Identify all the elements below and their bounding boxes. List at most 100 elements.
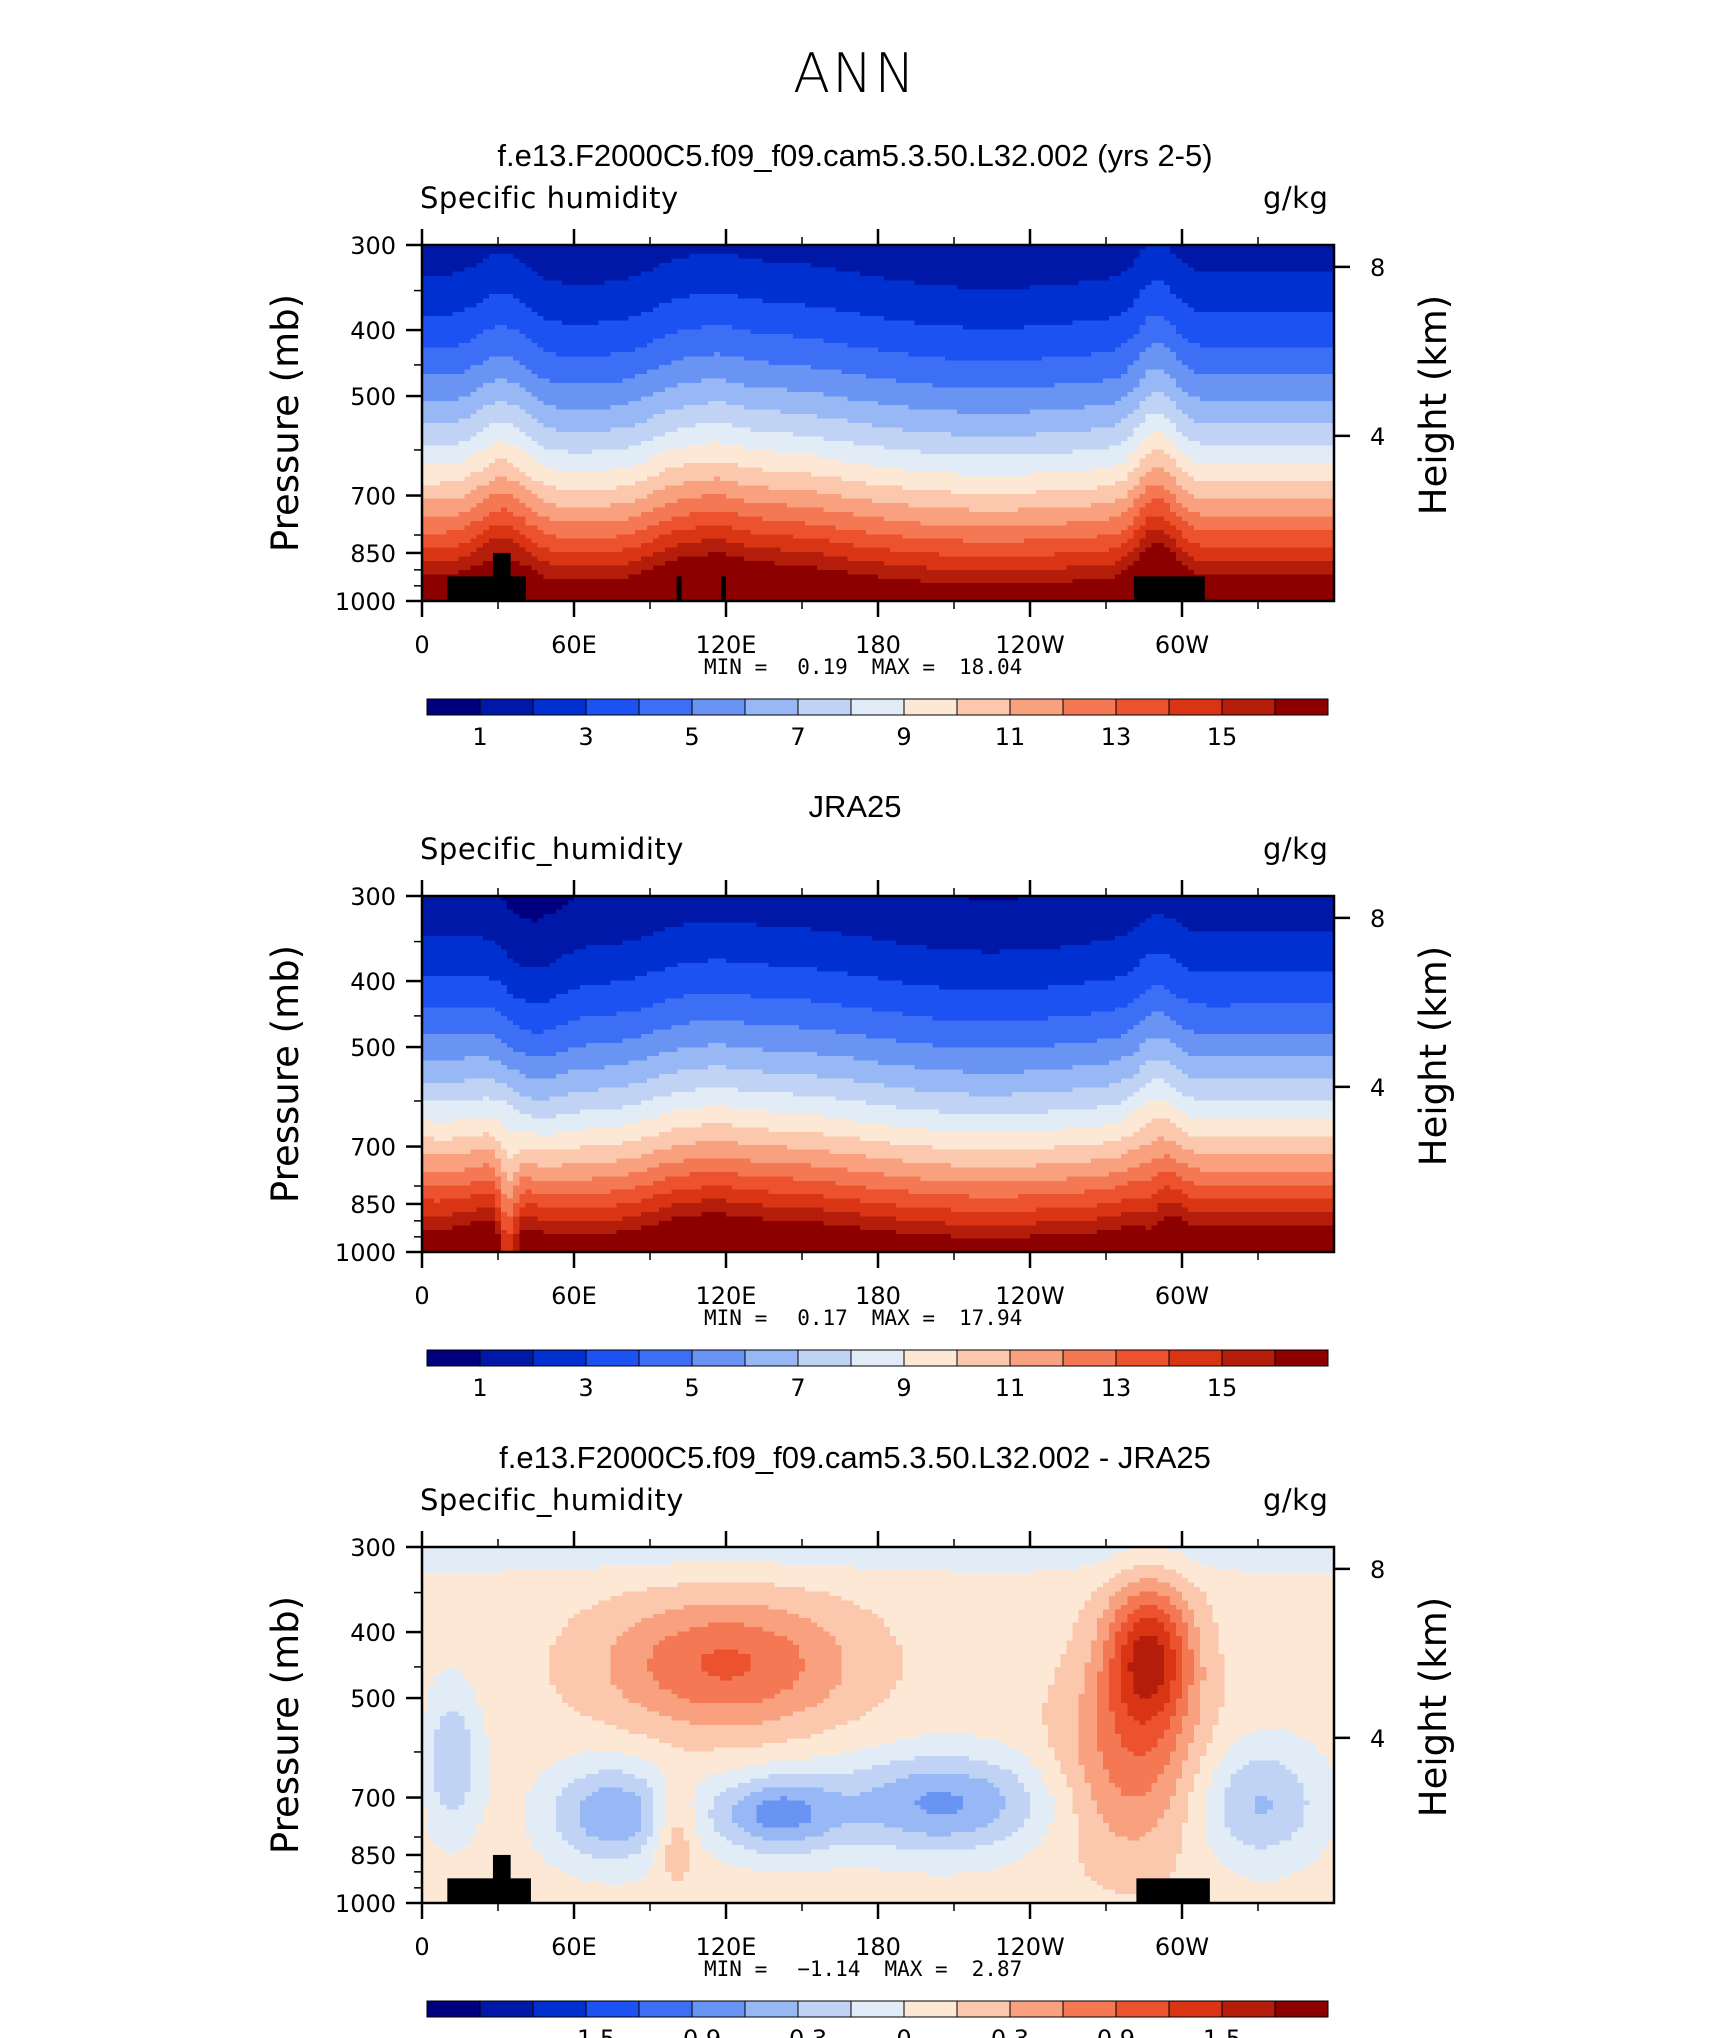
colorbar-swatch bbox=[744, 2000, 799, 2018]
colorbar-swatch bbox=[638, 1349, 693, 1367]
max-value: 17.94 bbox=[959, 1306, 1023, 1330]
contour-field bbox=[422, 245, 1335, 602]
x-tick-label: 120E bbox=[696, 1933, 757, 1961]
x-tick-label: 0 bbox=[414, 1282, 429, 1310]
colorbar-label: 15 bbox=[1207, 1374, 1238, 1402]
y-tick-label: 1000 bbox=[335, 1890, 396, 1918]
y-tick-label: 700 bbox=[350, 1134, 396, 1162]
colorbar-swatch bbox=[744, 1349, 799, 1367]
colorbar-swatch bbox=[956, 698, 1011, 716]
colorbar-swatch bbox=[638, 2000, 693, 2018]
right-tick-label: 8 bbox=[1370, 254, 1385, 282]
colorbar-label: 15 bbox=[1207, 723, 1238, 751]
y-tick-label: 850 bbox=[350, 1842, 396, 1870]
colorbar-label: 0.3 bbox=[991, 2025, 1029, 2038]
y-tick-label: 400 bbox=[350, 317, 396, 345]
colorbar-swatch bbox=[1221, 698, 1276, 716]
cross-section-plot-1: 300 400 500 700 850 1000 8 4 0 60E 120E 180 120W 60W P… bbox=[264, 229, 1455, 751]
min-value: 0.17 bbox=[797, 1306, 848, 1330]
colorbar bbox=[426, 698, 1329, 716]
colorbar-swatch bbox=[850, 698, 905, 716]
max-label: MAX = bbox=[871, 655, 936, 679]
right-axis-title: Height (km) bbox=[1412, 946, 1455, 1166]
panel-title-2: JRA25 bbox=[808, 789, 902, 824]
right-axis-title: Height (km) bbox=[1412, 1597, 1455, 1817]
y-tick-label: 700 bbox=[350, 1785, 396, 1813]
y-tick-label: 300 bbox=[350, 883, 396, 911]
y-axis-title: Pressure (mb) bbox=[264, 1596, 307, 1854]
y-tick-label: 850 bbox=[350, 1191, 396, 1219]
colorbar-swatch bbox=[1168, 1349, 1223, 1367]
colorbar-label: 0.9 bbox=[1097, 2025, 1135, 2038]
max-value: 18.04 bbox=[959, 655, 1023, 679]
colorbar-swatch bbox=[1062, 698, 1117, 716]
units-label-1: g/kg bbox=[1263, 181, 1329, 215]
cross-section-plot-2: 300 400 500 700 850 1000 8 4 0 60E 120E 180 120W 60W P… bbox=[264, 880, 1455, 1402]
colorbar-label: 5 bbox=[684, 723, 699, 751]
colorbar-swatch bbox=[585, 698, 640, 716]
colorbar-swatch bbox=[426, 2000, 481, 2018]
colorbar-swatch bbox=[1009, 1349, 1064, 1367]
colorbar-label: 11 bbox=[995, 723, 1026, 751]
colorbar-swatch bbox=[850, 2000, 905, 2018]
cross-section-plot-3: 300 400 500 700 850 1000 8 4 0 60E 120E 180 120W 60W P… bbox=[264, 1531, 1455, 2038]
right-tick-label: 8 bbox=[1370, 905, 1385, 933]
colorbar-swatch bbox=[1274, 1349, 1329, 1367]
colorbar-swatch bbox=[638, 698, 693, 716]
colorbar-swatch bbox=[691, 1349, 746, 1367]
min-value: 0.19 bbox=[797, 655, 848, 679]
colorbar-label: 1.5 bbox=[1203, 2025, 1241, 2038]
max-label: MAX = bbox=[884, 1957, 948, 1981]
colorbar-swatch bbox=[797, 2000, 852, 2018]
y-tick-label: 850 bbox=[350, 540, 396, 568]
y-tick-label: 300 bbox=[350, 1534, 396, 1562]
colorbar-label: −1.5 bbox=[557, 2025, 615, 2038]
colorbar-swatch bbox=[532, 1349, 587, 1367]
x-tick-label: 180 bbox=[855, 1282, 901, 1310]
y-tick-label: 500 bbox=[350, 1034, 396, 1062]
contour-field bbox=[422, 896, 1335, 1253]
min-label: MIN = bbox=[704, 1957, 768, 1981]
minmax-line-2: MIN = 0.17 MAX = 17.94 bbox=[704, 1306, 1046, 1330]
colorbar-swatch bbox=[691, 698, 746, 716]
minmax-line-1: MIN = 0.19 MAX = 18.04 bbox=[704, 655, 1046, 679]
colorbar-swatch bbox=[903, 2000, 958, 2018]
min-label: MIN = bbox=[704, 655, 768, 679]
colorbar-label: 3 bbox=[578, 723, 593, 751]
colorbar-label: 0 bbox=[896, 2025, 911, 2038]
min-label: MIN = bbox=[704, 1306, 768, 1330]
colorbar-swatch bbox=[1274, 2000, 1329, 2018]
colorbar-swatch bbox=[903, 1349, 958, 1367]
colorbar-swatch bbox=[1062, 2000, 1117, 2018]
x-tick-label: 180 bbox=[855, 631, 901, 659]
colorbar-swatch bbox=[426, 698, 481, 716]
colorbar-label: 7 bbox=[790, 723, 805, 751]
colorbar-swatch bbox=[956, 1349, 1011, 1367]
minmax-line-3: MIN = −1.14 MAX = 2.87 bbox=[704, 1957, 1046, 1981]
colorbar-label: −0.3 bbox=[769, 2025, 827, 2038]
colorbar-swatch bbox=[744, 698, 799, 716]
colorbar-label: 7 bbox=[790, 1374, 805, 1402]
colorbar-swatch bbox=[1115, 2000, 1170, 2018]
colorbar-label: 9 bbox=[896, 1374, 911, 1402]
colorbar-swatch bbox=[850, 1349, 905, 1367]
x-tick-label: 180 bbox=[855, 1933, 901, 1961]
variable-label-2: Specific_humidity bbox=[420, 832, 684, 866]
colorbar-swatch bbox=[1009, 698, 1064, 716]
x-tick-label: 60E bbox=[551, 1282, 597, 1310]
units-label-3: g/kg bbox=[1263, 1483, 1329, 1517]
units-label-2: g/kg bbox=[1263, 832, 1329, 866]
colorbar-label: 3 bbox=[578, 1374, 593, 1402]
colorbar-swatch bbox=[1062, 1349, 1117, 1367]
right-tick-label: 8 bbox=[1370, 1556, 1385, 1584]
max-value: 2.87 bbox=[971, 1957, 1023, 1981]
x-tick-label: 60W bbox=[1155, 1933, 1209, 1961]
x-tick-label: 60E bbox=[551, 1933, 597, 1961]
colorbar-swatch bbox=[426, 1349, 481, 1367]
terrain-mask bbox=[447, 552, 1205, 601]
x-tick-label: 60W bbox=[1155, 631, 1209, 659]
right-axis-title: Height (km) bbox=[1412, 295, 1455, 515]
panel-title-1: f.e13.F2000C5.f09_f09.cam5.3.50.L32.002 … bbox=[497, 138, 1213, 173]
y-tick-label: 500 bbox=[350, 1685, 396, 1713]
x-tick-label: 60W bbox=[1155, 1282, 1209, 1310]
